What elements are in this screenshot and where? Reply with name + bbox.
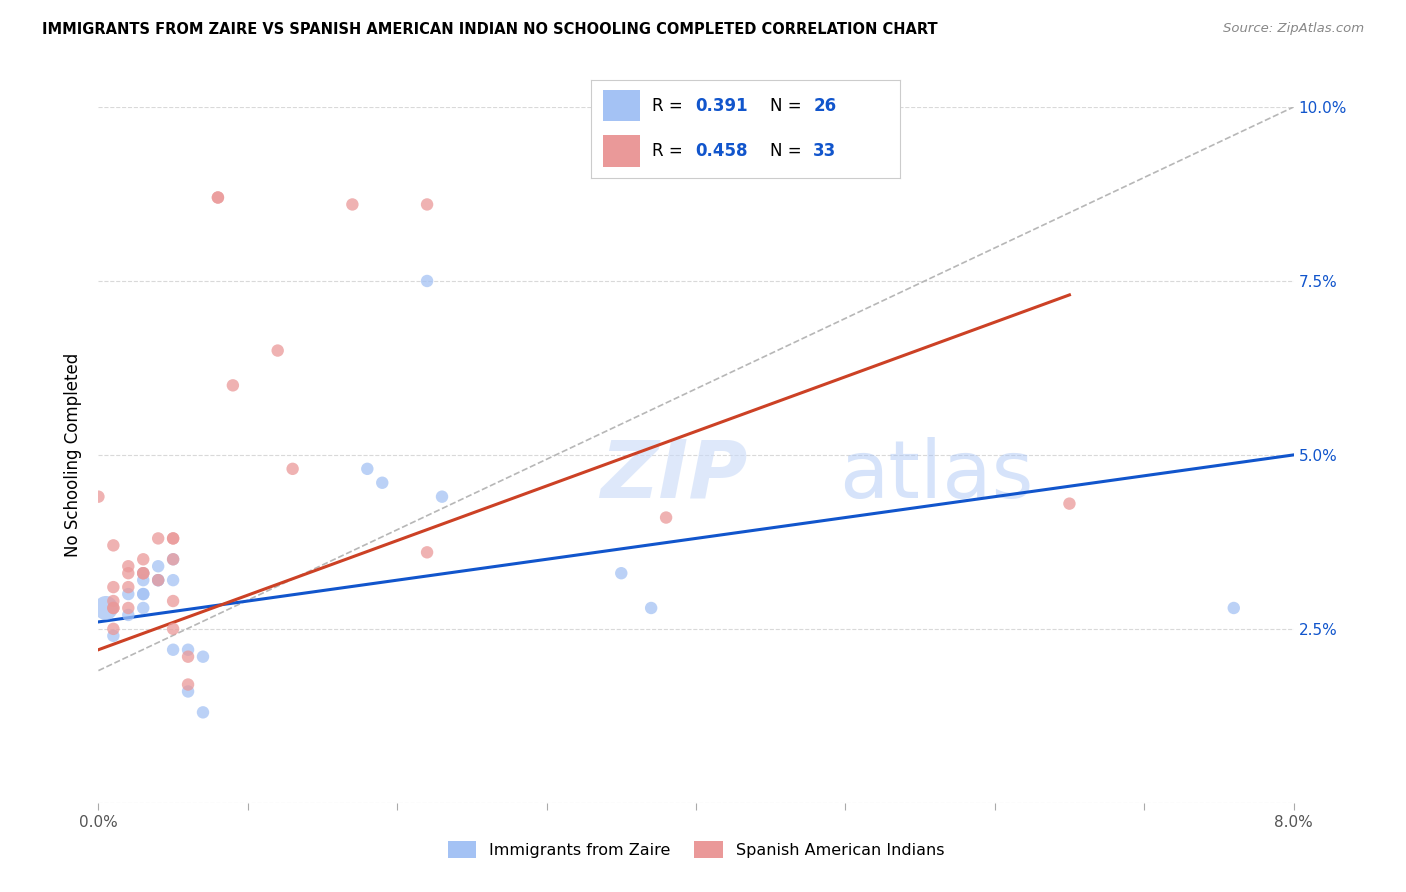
Point (148, 573, 170, 587)
Point (117, 566, 139, 581)
Point (94, 601, 117, 615)
Point (416, 274, 439, 288)
Point (103, 629, 125, 643)
Point (162, 532, 184, 546)
Point (416, 545, 439, 559)
Point (162, 594, 184, 608)
Point (117, 559, 139, 574)
Point (117, 601, 139, 615)
Point (1223, 601, 1246, 615)
Point (132, 587, 155, 601)
Text: ZIP: ZIP (600, 437, 748, 515)
Point (148, 573, 170, 587)
Point (87, 490, 110, 504)
Point (416, 197, 439, 211)
Y-axis label: No Schooling Completed: No Schooling Completed (65, 353, 83, 557)
Point (132, 566, 155, 581)
Point (148, 573, 170, 587)
Text: R =: R = (652, 142, 689, 160)
Point (342, 197, 364, 211)
Legend: Immigrants from Zaire, Spanish American Indians: Immigrants from Zaire, Spanish American … (441, 835, 950, 864)
Point (162, 552, 184, 566)
Point (222, 378, 245, 392)
Point (430, 490, 453, 504)
Point (640, 601, 662, 615)
Point (610, 566, 633, 581)
Text: N =: N = (770, 142, 807, 160)
Point (281, 462, 304, 476)
Bar (603, 90, 640, 121)
Text: Source: ZipAtlas.com: Source: ZipAtlas.com (1223, 22, 1364, 36)
Point (117, 607, 139, 622)
Text: N =: N = (770, 97, 807, 115)
Text: IMMIGRANTS FROM ZAIRE VS SPANISH AMERICAN INDIAN NO SCHOOLING COMPLETED CORRELAT: IMMIGRANTS FROM ZAIRE VS SPANISH AMERICA… (42, 22, 938, 37)
Text: atlas: atlas (839, 437, 1033, 515)
Point (103, 594, 125, 608)
Point (132, 552, 155, 566)
Point (371, 475, 394, 490)
Point (191, 706, 214, 720)
Text: 26: 26 (813, 97, 837, 115)
Point (103, 622, 125, 636)
Point (356, 462, 378, 476)
Point (267, 343, 290, 358)
Point (207, 190, 229, 204)
Point (1059, 497, 1081, 511)
Point (177, 642, 200, 657)
Text: 0.391: 0.391 (696, 97, 748, 115)
Point (103, 601, 125, 615)
Point (207, 190, 229, 204)
Point (103, 538, 125, 552)
Bar (603, 136, 640, 167)
Point (177, 649, 200, 664)
Point (162, 622, 184, 636)
Point (132, 587, 155, 601)
Point (132, 566, 155, 581)
Point (655, 510, 678, 524)
Text: 33: 33 (813, 142, 837, 160)
Point (162, 642, 184, 657)
Point (177, 677, 200, 691)
Text: 0.458: 0.458 (696, 142, 748, 160)
Point (162, 573, 184, 587)
Point (148, 532, 170, 546)
Point (103, 601, 125, 615)
Text: R =: R = (652, 97, 689, 115)
Point (191, 649, 214, 664)
Point (117, 580, 139, 594)
Point (177, 684, 200, 698)
Point (132, 573, 155, 587)
Point (132, 601, 155, 615)
Point (162, 532, 184, 546)
Point (148, 559, 170, 574)
Point (103, 580, 125, 594)
Point (132, 566, 155, 581)
Point (162, 552, 184, 566)
Point (117, 587, 139, 601)
